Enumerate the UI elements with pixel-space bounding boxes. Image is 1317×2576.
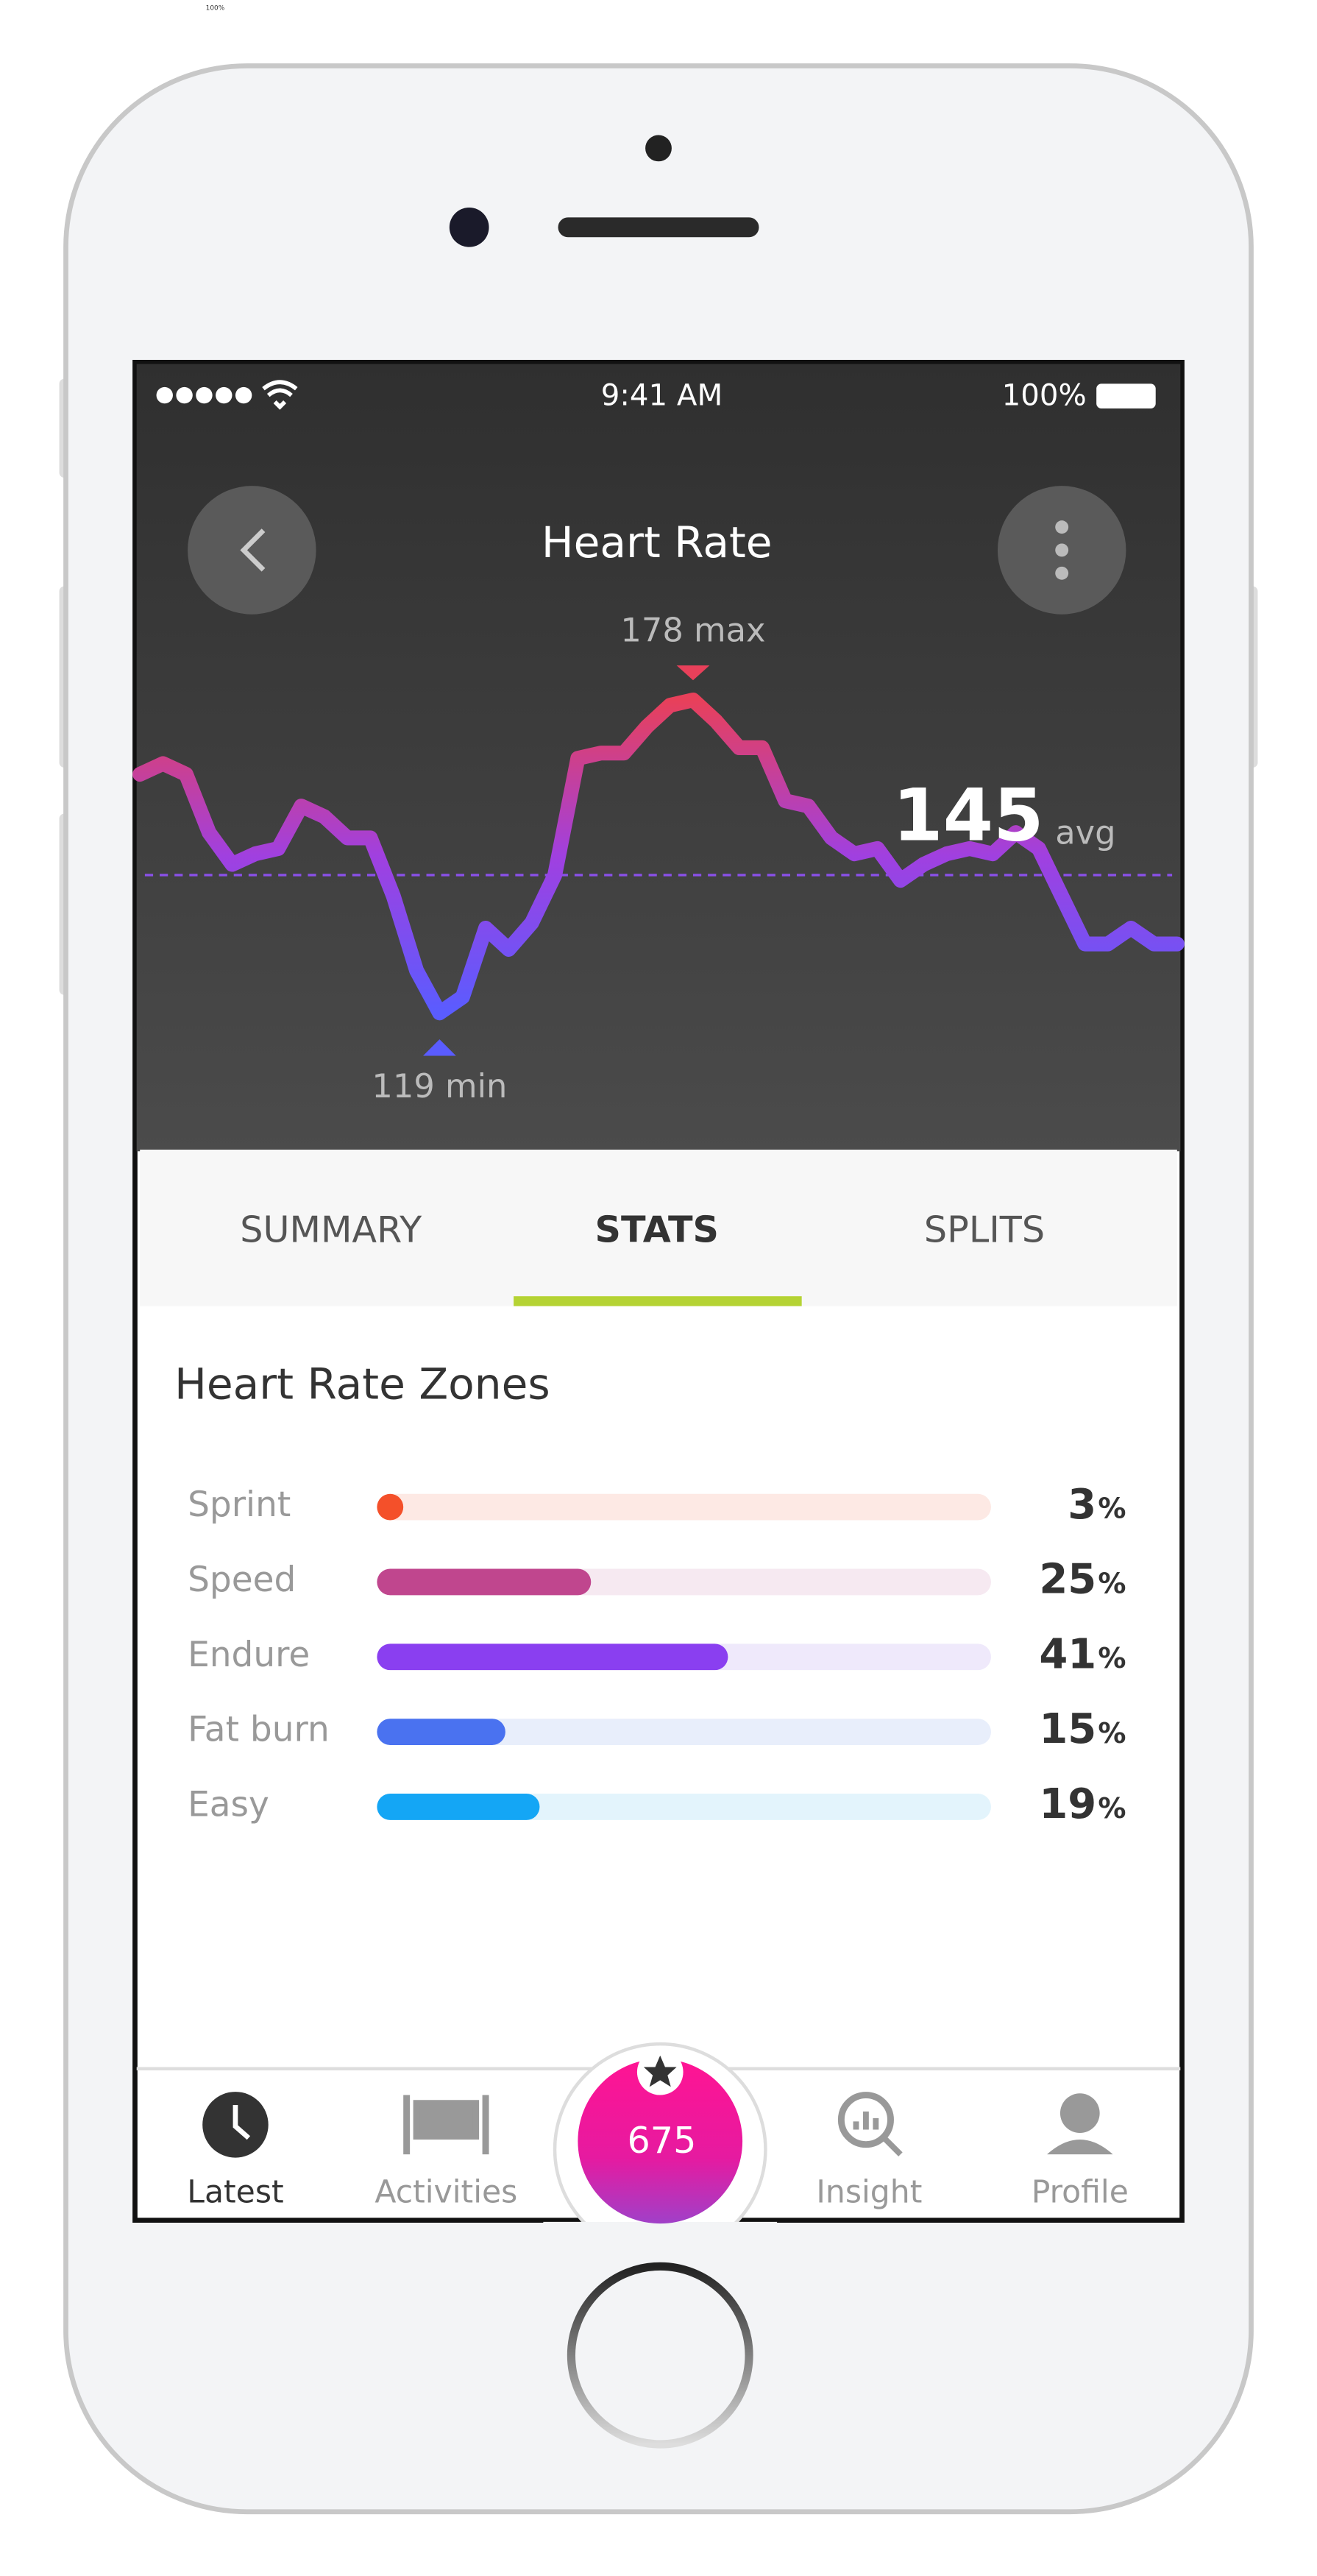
- home-button[interactable]: [567, 2262, 753, 2449]
- zone-name: Easy: [188, 1784, 269, 1825]
- insight-icon: [837, 2092, 894, 2148]
- zone-value: 25: [1039, 1556, 1096, 1604]
- nav-label[interactable]: Insight: [816, 2174, 922, 2210]
- menu-icon: [1055, 520, 1069, 580]
- zone-name: Sprint: [188, 1485, 291, 1525]
- score: 675: [628, 2119, 697, 2162]
- max-marker: [676, 665, 710, 681]
- zone-name: Speed: [188, 1560, 296, 1600]
- score-button[interactable]: [578, 2059, 743, 2224]
- nav-label[interactable]: Latest: [187, 2174, 283, 2210]
- time: 9:41 AM: [601, 378, 723, 412]
- zone-bar: [377, 1568, 592, 1596]
- zone-value: 19: [1039, 1780, 1096, 1828]
- tab-underline: [514, 1296, 802, 1306]
- battery-text: 100%: [1002, 378, 1087, 412]
- min-marker: [423, 1039, 456, 1056]
- tab[interactable]: SPLITS: [924, 1208, 1045, 1250]
- zones-title: Heart Rate Zones: [174, 1359, 550, 1409]
- clock-hands: [232, 2104, 251, 2140]
- back-icon: [240, 528, 266, 572]
- tab[interactable]: SUMMARY: [240, 1208, 422, 1250]
- zone-unit: %: [1098, 1567, 1126, 1599]
- zone-name: Fat burn: [188, 1710, 330, 1750]
- signal: [156, 386, 252, 404]
- nav-label[interactable]: Profile: [1032, 2174, 1129, 2210]
- zone-unit: %: [1098, 1493, 1126, 1525]
- star: [643, 2055, 677, 2087]
- max-label: 178 max: [620, 610, 765, 649]
- profile-head: [1059, 2093, 1100, 2134]
- insight-handle: [853, 2111, 903, 2156]
- title: Heart Rate: [542, 517, 773, 567]
- zone-value: 15: [1039, 1705, 1096, 1753]
- zone-bar: [377, 1719, 505, 1746]
- heart-rate-line: [132, 693, 1185, 1021]
- zone-unit: %: [1098, 1717, 1126, 1749]
- tab[interactable]: STATS: [595, 1208, 719, 1250]
- avg-value: 145: [892, 774, 1043, 857]
- header: [136, 364, 1181, 1152]
- min-label: 119 min: [372, 1066, 507, 1105]
- zone-track: [377, 1719, 991, 1746]
- battery-icon: [1096, 383, 1156, 408]
- avg-label: avg: [1055, 813, 1115, 852]
- wifi: [262, 380, 298, 410]
- zone-value: 3: [1068, 1481, 1096, 1529]
- zone-bar: [377, 1493, 404, 1521]
- sensor: [645, 135, 672, 162]
- camera: [449, 207, 489, 247]
- activities-icon: [403, 2095, 489, 2155]
- zone-bar: [377, 1643, 728, 1671]
- zone-unit: %: [1098, 1642, 1126, 1674]
- profile-body: [1047, 2139, 1113, 2155]
- zone-track: [377, 1493, 991, 1521]
- tab-bar: [140, 1150, 1177, 1306]
- zone-bar: [377, 1794, 540, 1820]
- speaker: [558, 217, 759, 238]
- nav-label[interactable]: Activities: [374, 2174, 517, 2210]
- zone-value: 41: [1039, 1630, 1096, 1678]
- back-button[interactable]: [188, 486, 316, 615]
- zone-name: Endure: [188, 1635, 310, 1675]
- zone-unit: %: [1098, 1792, 1126, 1825]
- tiny-battery: 100%: [206, 5, 225, 13]
